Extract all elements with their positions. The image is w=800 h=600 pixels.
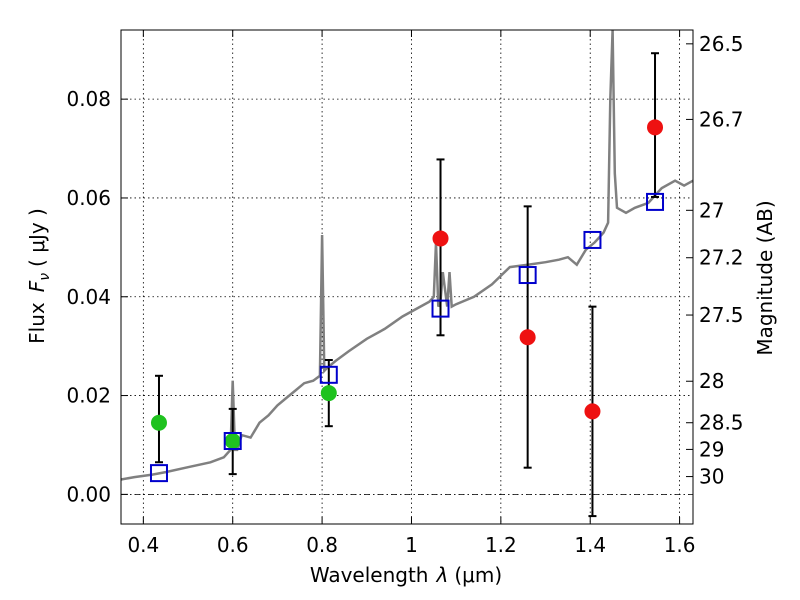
model-point-square (431, 299, 450, 318)
marker-layer (149, 119, 665, 483)
x-axis-title-unit: (μm) (454, 563, 502, 587)
y2-tick-label: 28.5 (699, 411, 744, 435)
plot-frame (120, 29, 694, 525)
y-tick-label: 0.02 (66, 384, 111, 408)
x-tick-label: 0.4 (127, 533, 159, 557)
red-data-point (584, 403, 601, 420)
y-axis-title-symbol: F (25, 280, 49, 292)
x-axis-title-text: Wavelength (310, 563, 429, 587)
x-axis-title: Wavelength λ (μm) (310, 563, 502, 587)
red-data-point (647, 119, 664, 136)
y-axis-title-text: Flux (25, 302, 49, 344)
green-data-point (150, 414, 167, 431)
model-point-square (646, 192, 665, 211)
y-tick-label: 0.04 (66, 285, 111, 309)
y2-tick-label: 27.2 (699, 246, 744, 270)
y2-axis-title: Magnitude (AB) (753, 200, 777, 355)
grid-layer (121, 30, 693, 524)
model-point-square (223, 432, 242, 451)
x-tick-label: 1.6 (664, 533, 696, 557)
y2-tick-label: 26.7 (699, 107, 744, 131)
model-point-square (149, 464, 168, 483)
y2-tick-label: 29 (699, 437, 724, 461)
y-tick-label: 0.00 (66, 482, 111, 506)
x-tick-label: 1.4 (574, 533, 606, 557)
y-tick-label: 0.06 (66, 186, 111, 210)
model-point-square (518, 266, 537, 285)
model-point-square (319, 365, 338, 384)
y2-tick-label: 28 (699, 369, 724, 393)
y-tick-label: 0.08 (66, 87, 111, 111)
red-data-point (432, 230, 449, 247)
y-axis-title-subscript: ν (37, 273, 53, 281)
green-data-point (320, 385, 337, 402)
tick-layer: 0.4 0.6 0.8 1 1.2 1.4 1.6 0.00 0.02 0.04 0.06 0.08 2… (66, 30, 744, 557)
y2-tick-label: 30 (699, 465, 724, 489)
model-point-square (583, 230, 602, 249)
x-axis-title-symbol: λ (436, 563, 449, 587)
model-spectrum-line (120, 29, 694, 481)
y-axis-title-unit: ( μJy ) (25, 208, 49, 267)
y2-tick-label: 27.5 (699, 303, 744, 327)
y2-tick-label: 26.5 (699, 32, 744, 56)
green-data-point (224, 433, 241, 450)
y-axis-title: Flux Fν ( μJy ) (25, 208, 53, 344)
x-tick-label: 0.6 (217, 533, 249, 557)
y2-tick-label: 27 (699, 198, 724, 222)
x-tick-label: 1 (405, 533, 418, 557)
x-tick-label: 1.2 (485, 533, 517, 557)
red-data-point (519, 329, 536, 346)
x-tick-label: 0.8 (306, 533, 338, 557)
